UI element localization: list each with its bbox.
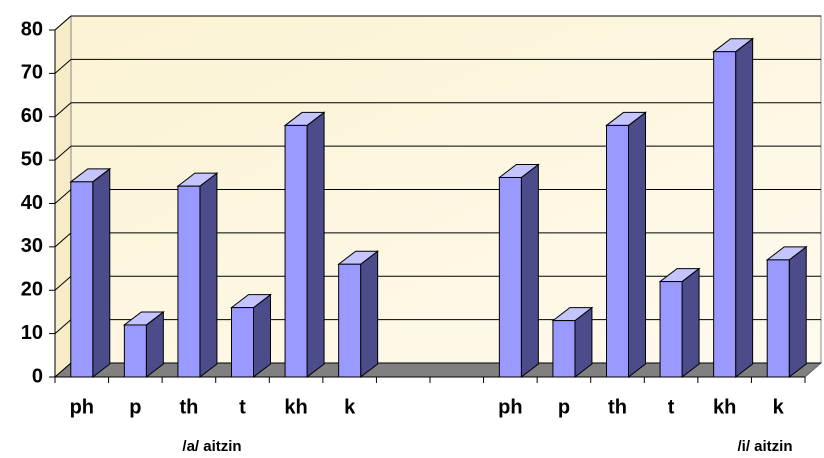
x-tick-label: k [344, 396, 356, 418]
grid-line [54, 15, 72, 31]
bar [177, 185, 201, 378]
x-tick-label: kh [284, 396, 307, 418]
bar-side [628, 111, 646, 379]
x-tick-label: ph [70, 396, 94, 418]
bar-side [681, 267, 700, 379]
x-tick-label: th [608, 396, 627, 418]
group-label: /a/ aitzin [182, 438, 241, 455]
grid-line [54, 58, 72, 74]
x-tick-label: ph [498, 396, 522, 418]
group-label: /i/ aitzin [737, 438, 792, 455]
bar [70, 181, 94, 378]
x-tick-label: k [773, 396, 785, 418]
bar-side [306, 111, 325, 379]
bar-side [520, 163, 539, 379]
y-tick-label: 30 [21, 235, 43, 257]
y-tick-label: 40 [21, 192, 43, 214]
grid-line [54, 189, 72, 204]
x-tick-label: th [179, 396, 198, 418]
bar-side [92, 167, 111, 379]
y-tick-label: 50 [21, 148, 43, 170]
bar [338, 263, 362, 378]
bar [123, 324, 147, 378]
y-tick-label: 60 [21, 105, 43, 127]
grid-line [54, 232, 72, 248]
bar-side [788, 245, 807, 379]
bar-side [253, 293, 271, 379]
bar [713, 51, 737, 378]
bar-side [360, 250, 379, 379]
bar [766, 259, 790, 378]
y-tick-label: 20 [21, 279, 43, 301]
grid-line [54, 319, 72, 335]
grid-line [54, 362, 72, 378]
bar [231, 307, 254, 378]
bar [606, 124, 629, 378]
y-tick-label: 10 [21, 322, 43, 344]
x-tick-label: p [129, 396, 141, 418]
bar [498, 176, 522, 378]
y-tick-label: 0 [32, 365, 43, 387]
y-tick-label: 80 [21, 18, 43, 40]
bar [659, 281, 683, 378]
x-tick-label: t [239, 396, 246, 418]
x-tick-label: t [668, 396, 675, 418]
bar-side [199, 172, 218, 379]
y-tick-label: 70 [21, 62, 43, 84]
grid-line [54, 275, 72, 291]
grid-line [54, 102, 72, 118]
bar-side [735, 37, 754, 379]
grid-line [54, 145, 72, 161]
bar [552, 320, 576, 378]
x-tick-label: p [558, 396, 570, 418]
floor [53, 362, 823, 378]
x-tick-label: kh [713, 396, 736, 418]
bar [284, 124, 308, 378]
